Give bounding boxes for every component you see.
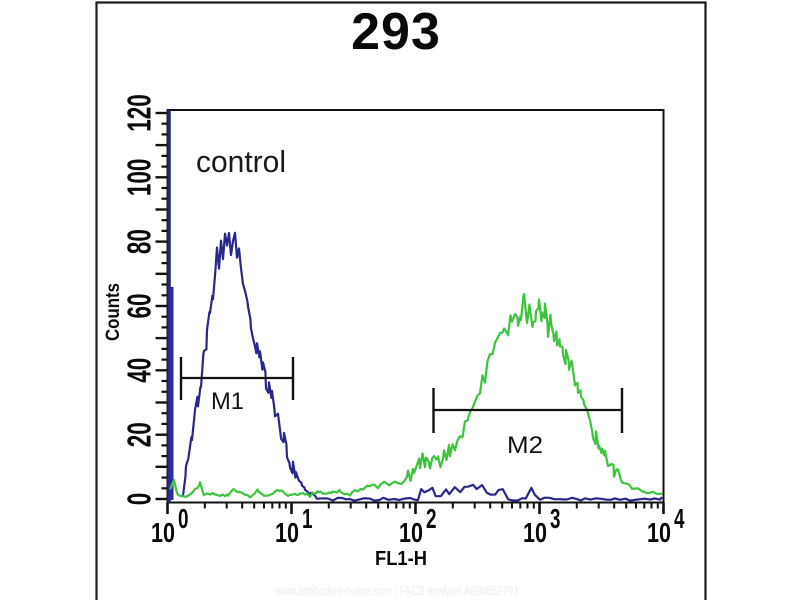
svg-text:4: 4 <box>674 503 685 534</box>
svg-text:Counts: Counts <box>103 283 124 341</box>
svg-text:80: 80 <box>121 229 158 254</box>
svg-text:3: 3 <box>550 503 561 534</box>
svg-text:10: 10 <box>523 517 547 548</box>
svg-text:120: 120 <box>121 94 158 132</box>
svg-text:FL1-H: FL1-H <box>375 548 427 570</box>
svg-text:293: 293 <box>351 3 441 61</box>
svg-text:10: 10 <box>647 517 671 548</box>
svg-text:control: control <box>196 144 286 179</box>
svg-text:40: 40 <box>121 358 158 383</box>
svg-text:1: 1 <box>302 503 313 534</box>
svg-text:10: 10 <box>399 517 423 548</box>
svg-text:20: 20 <box>121 422 158 447</box>
svg-text:10: 10 <box>275 517 299 548</box>
svg-text:M1: M1 <box>211 388 244 415</box>
svg-text:2: 2 <box>426 503 437 534</box>
svg-text:www.antibodies-online.com | FA: www.antibodies-online.com | FACS analysi… <box>275 583 519 598</box>
svg-text:10: 10 <box>151 517 175 548</box>
svg-text:M2: M2 <box>507 432 543 459</box>
svg-text:100: 100 <box>121 159 158 197</box>
svg-text:60: 60 <box>121 294 158 319</box>
svg-text:0: 0 <box>178 503 189 534</box>
svg-text:0: 0 <box>121 493 158 506</box>
